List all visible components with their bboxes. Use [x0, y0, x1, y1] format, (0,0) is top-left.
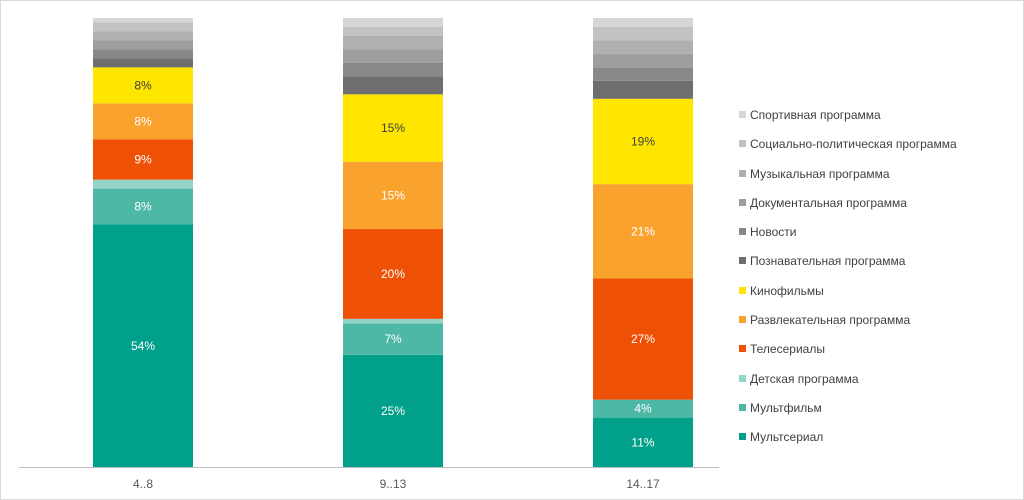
data-label-телесериалы-4..8: 9% — [134, 152, 152, 166]
legend-label: Спортивная программа — [750, 108, 881, 122]
bar-segment-спортивная-программа-4..8 — [93, 18, 193, 23]
legend-item-музыкальная-программа: Музыкальная программа — [739, 164, 1019, 193]
legend-label: Телесериалы — [750, 342, 825, 357]
legend-label: Мультфильм — [750, 400, 822, 415]
x-tick-label: 9..13 — [380, 477, 407, 491]
data-label-мультфильм-4..8: 8% — [134, 200, 152, 214]
data-label-мультфильм-9..13: 7% — [384, 332, 402, 346]
data-label-развлекательная-программа-9..13: 15% — [381, 188, 405, 202]
legend-label: Познавательная программа — [750, 254, 906, 269]
bar-segment-социально-политическая-программа-4..8 — [93, 22, 193, 32]
bar-segment-мультфильм-4..8 — [93, 188, 193, 225]
legend-item-телесериалы: Телесериалы — [739, 339, 1019, 368]
legend-label: Новости — [750, 225, 797, 240]
legend-label: Кинофильмы — [750, 283, 824, 298]
legend-swatch — [739, 257, 746, 265]
bar-segment-музыкальная-программа-4..8 — [93, 31, 193, 41]
legend-label: Социально-политическая программа — [750, 137, 957, 152]
bar-segment-телесериалы-14..17 — [593, 278, 693, 400]
bar-segment-телесериалы-4..8 — [93, 139, 193, 180]
bar-segment-кинофильмы-9..13 — [343, 94, 443, 162]
bar-segment-спортивная-программа-9..13 — [343, 18, 443, 27]
bar-segment-телесериалы-9..13 — [343, 229, 443, 319]
bar-segment-детская-программа-4..8 — [93, 179, 193, 189]
legend-swatch — [739, 345, 746, 353]
legend-item-новости: Новости — [739, 222, 1019, 251]
legend-item-кинофильмы: Кинофильмы — [739, 281, 1019, 310]
bar-segment-детская-программа-9..13 — [343, 318, 443, 324]
legend-label: Документальная программа — [750, 195, 907, 210]
data-label-кинофильмы-14..17: 19% — [631, 134, 655, 148]
legend-swatch — [739, 286, 746, 294]
legend-item-познавательная-программа: Познавательная программа — [739, 251, 1019, 280]
data-label-мультфильм-14..17: 4% — [634, 402, 652, 416]
bar-segment-новости-9..13 — [343, 62, 443, 77]
legend-swatch — [739, 316, 746, 324]
x-tick-label: 4..8 — [133, 477, 153, 491]
bar-segment-документальная-программа-9..13 — [343, 49, 443, 63]
bar-segment-социально-политическая-программа-14..17 — [593, 26, 693, 41]
legend-label: Музыкальная программа — [750, 166, 890, 181]
legend-swatch — [739, 228, 746, 236]
bar-segment-познавательная-программа-9..13 — [343, 76, 443, 95]
legend-label: Мультсериал — [750, 430, 824, 445]
bar-segment-кинофильмы-14..17 — [593, 98, 693, 185]
bar-segment-развлекательная-программа-4..8 — [93, 103, 193, 140]
stacked-bar-chart: 54% 8% 9% 8% 8% 4..8 25% 7% 20% 15% 15% 9..13 11% 4% 2… — [19, 18, 719, 491]
bar-segment-развлекательная-программа-9..13 — [343, 161, 443, 230]
bar-segment-мультфильм-9..13 — [343, 323, 443, 355]
legend-swatch — [739, 198, 746, 206]
legend-swatch — [739, 140, 746, 148]
bar-segment-музыкальная-программа-9..13 — [343, 35, 443, 50]
bar-segment-кинофильмы-4..8 — [93, 67, 193, 104]
bar-segment-документальная-программа-4..8 — [93, 40, 193, 50]
bar-segment-познавательная-программа-4..8 — [93, 58, 193, 68]
bar-segment-мультсериал-14..17 — [593, 417, 693, 467]
legend-item-детская-программа: Детская программа — [739, 369, 1019, 398]
x-tick-label: 14..17 — [626, 477, 660, 491]
bar-segment-мультфильм-14..17 — [593, 399, 693, 418]
legend-item-мультсериал: Мультсериал — [739, 427, 1019, 456]
legend-swatch — [739, 433, 746, 441]
legend-swatch — [739, 169, 746, 177]
data-label-развлекательная-программа-14..17: 21% — [631, 224, 655, 238]
bar-segment-музыкальная-программа-14..17 — [593, 40, 693, 54]
legend-swatch — [739, 374, 746, 382]
legend-item-социально-политическая-программа: Социально-политическая программа — [739, 134, 1019, 163]
legend-item-мультфильм: Мультфильм — [739, 398, 1019, 427]
legend-label: Детская программа — [750, 371, 859, 386]
legend-swatch — [739, 403, 746, 411]
bar-segment-новости-4..8 — [93, 49, 193, 59]
legend-item-документальная-программа: Документальная программа — [739, 193, 1019, 222]
data-label-развлекательная-программа-4..8: 8% — [134, 114, 152, 128]
data-label-кинофильмы-9..13: 15% — [381, 121, 405, 135]
data-label-телесериалы-14..17: 27% — [631, 332, 655, 346]
chart-legend: Спортивная программа Социально-политическ… — [739, 105, 1019, 457]
legend-item-развлекательная-программа: Развлекательная программа — [739, 310, 1019, 339]
bar-segment-познавательная-программа-14..17 — [593, 80, 693, 99]
bar-segment-документальная-программа-14..17 — [593, 53, 693, 68]
data-label-мультсериал-9..13: 25% — [381, 404, 405, 418]
bar-segment-мультсериал-4..8 — [93, 224, 193, 467]
bar-segment-спортивная-программа-14..17 — [593, 18, 693, 27]
bar-segment-мультсериал-9..13 — [343, 354, 443, 467]
bar-segment-новости-14..17 — [593, 67, 693, 81]
legend-swatch — [739, 111, 746, 118]
data-label-мультсериал-14..17: 11% — [631, 435, 654, 449]
data-label-кинофильмы-4..8: 8% — [134, 78, 152, 92]
legend-label: Развлекательная программа — [750, 313, 911, 328]
legend-item-спортивная-программа: Спортивная программа — [739, 105, 1019, 134]
data-label-телесериалы-9..13: 20% — [381, 267, 405, 281]
bar-segment-социально-политическая-программа-9..13 — [343, 26, 443, 36]
bar-segment-развлекательная-программа-14..17 — [593, 184, 693, 279]
data-label-мультсериал-4..8: 54% — [131, 339, 155, 353]
